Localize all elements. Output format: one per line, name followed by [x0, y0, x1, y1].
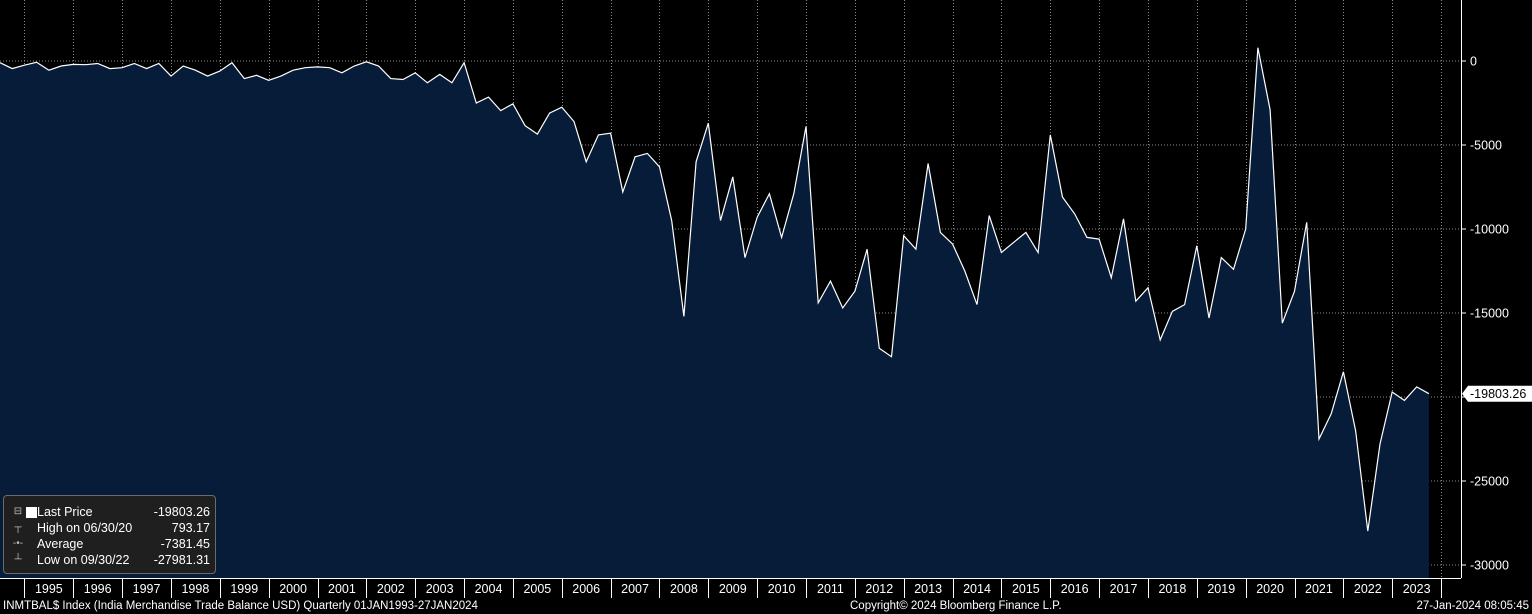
y-tick-label: -5000: [1470, 139, 1502, 153]
legend-last-price-swatch: [26, 507, 37, 518]
x-tick-label: 2013: [914, 582, 942, 596]
x-tick-label: 2015: [1012, 582, 1040, 596]
x-axis-band: [0, 578, 1461, 598]
x-tick-label: 2019: [1207, 582, 1235, 596]
last-price-tag-label: -19803.26: [1470, 387, 1526, 401]
legend-low-value: -27981.31: [153, 553, 210, 567]
legend-high-label: High on 06/30/20: [37, 521, 133, 535]
x-tick-label: 1996: [84, 582, 112, 596]
x-tick-label: 2009: [719, 582, 747, 596]
x-tick-label: 2004: [475, 582, 503, 596]
y-tick-label: 0: [1470, 55, 1477, 69]
legend-average-label: Average: [37, 537, 84, 551]
legend-row-last-price: ⊟ Last Price -19803.26: [4, 504, 217, 520]
x-tick-label: 2012: [865, 582, 893, 596]
legend-last-price-value: -19803.26: [153, 505, 210, 519]
legend-last-price-label: Last Price: [37, 505, 93, 519]
x-tick-label: 2006: [572, 582, 600, 596]
x-tick-label: 2007: [621, 582, 649, 596]
high-marker-icon: ┬: [14, 522, 22, 533]
series-area: [0, 47, 1429, 578]
footer-bar: INMTBAL$ Index (India Merchandise Trade …: [0, 598, 1532, 614]
x-tick-label: 2018: [1158, 582, 1186, 596]
x-tick-label: 2008: [670, 582, 698, 596]
x-tick-label: 2021: [1305, 582, 1333, 596]
footer-copyright: Copyright© 2024 Bloomberg Finance L.P.: [850, 600, 1062, 612]
x-tick-label: 1995: [35, 582, 63, 596]
series-line-last-price: [0, 47, 1430, 532]
legend-row-high: ┬ High on 06/30/20 793.17: [4, 520, 217, 536]
legend-row-average: -•- Average -7381.45: [4, 536, 217, 552]
legend-row-low: ┴ Low on 09/30/22 -27981.31: [4, 552, 217, 568]
y-tick-label: -25000: [1470, 475, 1509, 489]
y-axis: 0-5000-10000-15000-20000-25000-30000: [1461, 0, 1509, 578]
last-price-tag: [1462, 385, 1532, 402]
x-tick-label: 2023: [1403, 582, 1431, 596]
legend-collapse-icon[interactable]: ⊟: [13, 506, 23, 517]
footer-timestamp: 27-Jan-2024 08:05:45: [1416, 600, 1529, 612]
legend-low-label: Low on 09/30/22: [37, 553, 130, 567]
x-tick-label: 2000: [279, 582, 307, 596]
x-tick-label: 2002: [377, 582, 405, 596]
x-axis: 1995 1996 1997 1998 1999 2000 2001 2002 2003 2004…: [0, 578, 1461, 598]
x-tick-label: 2016: [1061, 582, 1089, 596]
x-tick-label: 2014: [963, 582, 991, 596]
x-tick-label: 2005: [523, 582, 551, 596]
footer-ticker-info: INMTBAL$ Index (India Merchandise Trade …: [3, 600, 478, 612]
x-tick-label: 1998: [181, 582, 209, 596]
legend-high-value: 793.17: [171, 521, 210, 535]
y-tick-label: -30000: [1470, 559, 1509, 573]
x-tick-label: 1999: [230, 582, 258, 596]
y-tick-label: -15000: [1470, 307, 1509, 321]
x-tick-label: 2001: [328, 582, 356, 596]
low-marker-icon: ┴: [14, 554, 22, 565]
x-tick-label: 2003: [426, 582, 454, 596]
x-tick-label: 2010: [768, 582, 796, 596]
y-tick-label: -10000: [1470, 223, 1509, 237]
last-price-marker: -19803.26: [1462, 385, 1532, 402]
legend-box: ⊟ Last Price -19803.26 ┬ High on 06/30/2…: [3, 495, 216, 574]
x-tick-label: 1997: [133, 582, 161, 596]
legend-average-value: -7381.45: [160, 537, 210, 551]
x-tick-label: 2011: [817, 582, 844, 596]
x-tick-label: 2020: [1256, 582, 1284, 596]
x-tick-label: 2017: [1110, 582, 1138, 596]
x-tick-label: 2022: [1354, 582, 1382, 596]
average-marker-icon: -•-: [12, 538, 24, 549]
